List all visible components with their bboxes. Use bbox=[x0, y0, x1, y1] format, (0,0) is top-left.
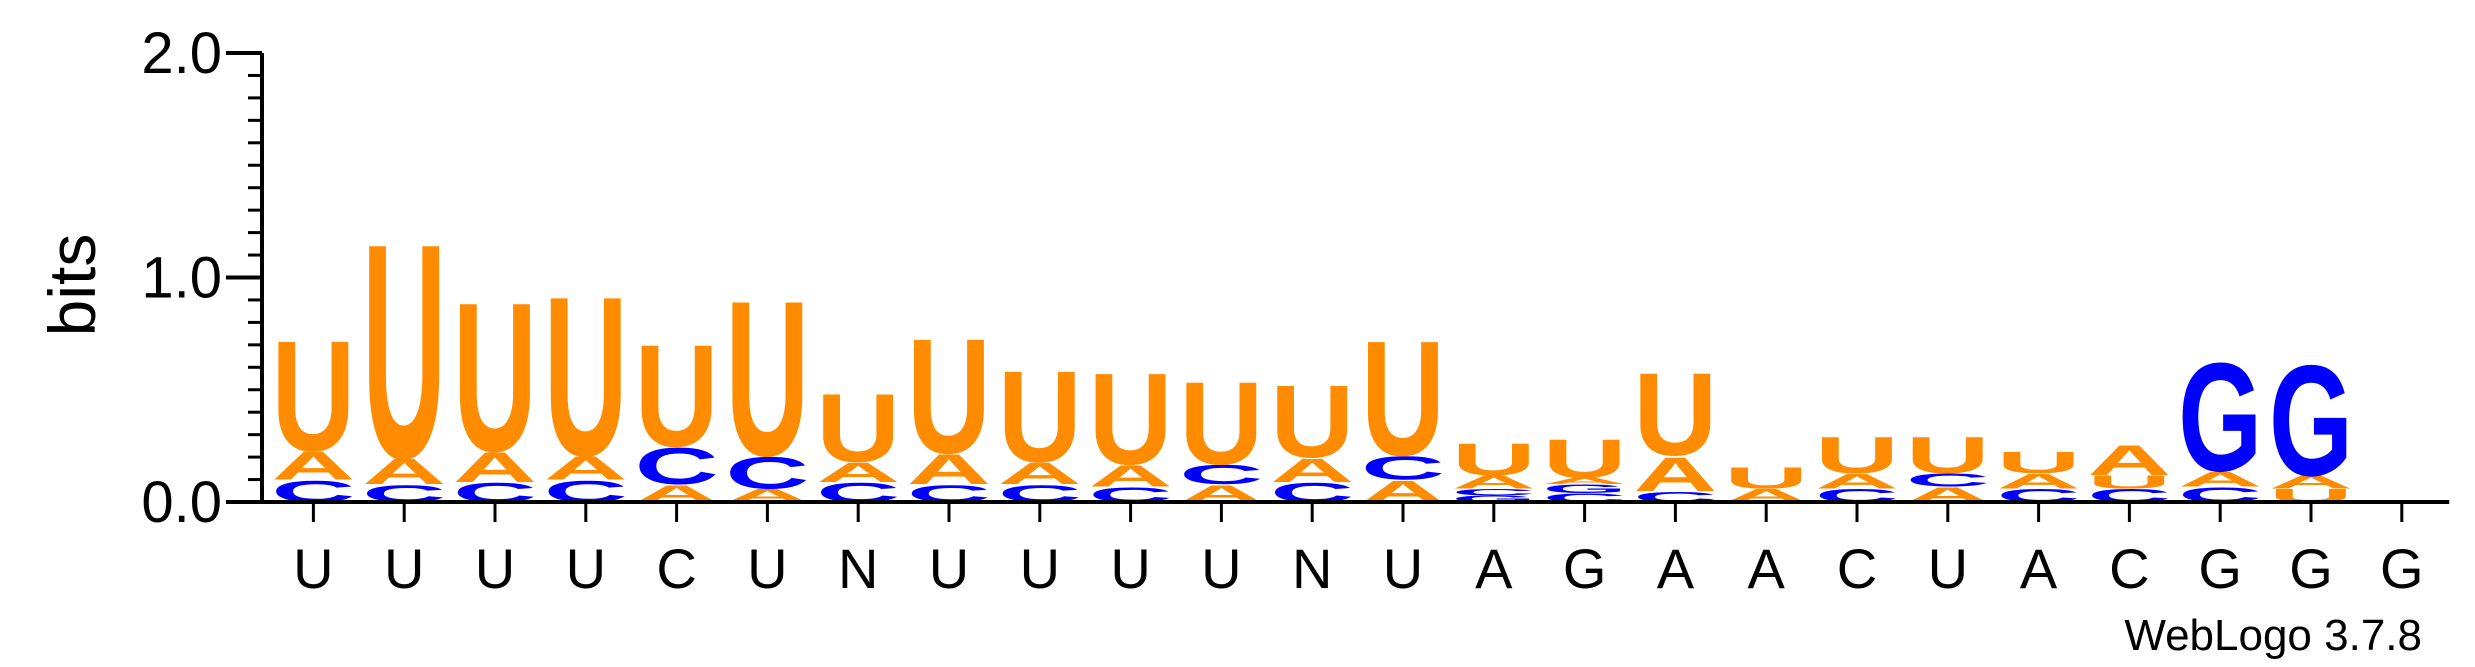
x-tick-label: N bbox=[1292, 537, 1332, 600]
logo-glyph-g: G bbox=[2269, 333, 2353, 509]
logo-glyph-u: U bbox=[1815, 427, 1899, 484]
x-tick-label: U bbox=[1201, 537, 1241, 600]
logo-glyph-u: U bbox=[544, 250, 628, 504]
logo-glyph-g: G bbox=[1452, 494, 1536, 504]
x-tick-label: U bbox=[929, 537, 969, 600]
x-tick-label: G bbox=[1563, 537, 1607, 600]
weblogo-credit: WebLogo 3.7.8 bbox=[2124, 611, 2422, 660]
logo-glyph-a: A bbox=[362, 452, 446, 493]
y-tick-layer: 0.0 1.0 2.0 bbox=[141, 21, 262, 535]
x-tick-label: A bbox=[2020, 537, 2058, 600]
logo-glyph-u: U bbox=[1361, 307, 1445, 490]
logo-glyph-u: U bbox=[816, 374, 900, 483]
logo-glyph-u: U bbox=[2087, 472, 2171, 492]
x-tick-label: U bbox=[566, 537, 606, 600]
logo-glyph-u: U bbox=[1089, 347, 1173, 493]
logo-glyph-u: U bbox=[1179, 357, 1263, 489]
x-tick-label: U bbox=[384, 537, 424, 600]
logo-glyph-u: U bbox=[1633, 348, 1717, 480]
logo-glyph-a: A bbox=[1452, 472, 1536, 492]
logo-glyph-c: C bbox=[1361, 450, 1445, 487]
logo-glyph-u: U bbox=[362, 181, 446, 523]
x-tick-label: U bbox=[293, 537, 333, 600]
logo-glyph-a: A bbox=[2269, 472, 2353, 492]
x-tick-label: G bbox=[2198, 537, 2242, 600]
logo-glyph-u: U bbox=[271, 309, 355, 484]
logo-glyph-u: U bbox=[635, 314, 719, 476]
logo-glyph-u: U bbox=[907, 305, 991, 488]
logo-glyph-u: U bbox=[453, 259, 537, 496]
logo-glyph-a: A bbox=[1270, 452, 1354, 489]
x-tick-label: N bbox=[838, 537, 878, 600]
logo-glyph-a: A bbox=[998, 457, 1082, 491]
y-axis-label: bits bbox=[35, 234, 109, 337]
y-tick-label: 0.0 bbox=[141, 470, 222, 535]
logo-glyph-c: C bbox=[1179, 459, 1263, 489]
logo-glyph-c: C bbox=[725, 447, 809, 498]
logo-glyph-u: U bbox=[725, 256, 809, 503]
x-tick-label: G bbox=[2289, 537, 2333, 600]
x-tick-label: C bbox=[656, 537, 696, 600]
logo-glyph-a: A bbox=[816, 457, 900, 487]
logo-glyph-a: A bbox=[453, 443, 537, 491]
logo-glyph-c: C bbox=[1906, 470, 1990, 490]
logo-glyph-a: A bbox=[1815, 469, 1899, 493]
x-tick-label: A bbox=[1748, 537, 1786, 600]
logo-glyph-a: A bbox=[1997, 469, 2081, 493]
logo-glyph-a: A bbox=[2178, 467, 2262, 491]
logo-glyph-a: A bbox=[1089, 459, 1173, 493]
logo-glyph-a: A bbox=[1543, 476, 1627, 486]
logo-glyph-u: U bbox=[998, 344, 1082, 490]
logo-glyph-c: C bbox=[1452, 487, 1536, 497]
x-tick-label: G bbox=[2380, 537, 2424, 600]
logo-glyph-u: U bbox=[1543, 429, 1627, 490]
x-tick-label: U bbox=[475, 537, 515, 600]
y-tick-label: 1.0 bbox=[141, 246, 222, 311]
logo-glyph-g: G bbox=[2178, 331, 2262, 504]
logo-glyph-a: A bbox=[271, 444, 355, 488]
logo-glyph-g: G bbox=[1543, 482, 1627, 496]
logo-glyph-u: U bbox=[1270, 364, 1354, 479]
logo-glyph-a: A bbox=[1633, 447, 1717, 501]
logo-glyph-u: U bbox=[1724, 461, 1808, 495]
logo-glyph-a: A bbox=[544, 450, 628, 487]
x-tick-label: C bbox=[2109, 537, 2149, 600]
logo-glyph-c: C bbox=[635, 438, 719, 495]
x-tick-label: U bbox=[747, 537, 787, 600]
logo-glyph-a: A bbox=[907, 446, 991, 494]
logo-glyph-a: A bbox=[2087, 437, 2171, 485]
x-tick-label: U bbox=[1383, 537, 1423, 600]
logo-glyph-u: U bbox=[1452, 434, 1536, 485]
x-tick-label: A bbox=[1657, 537, 1695, 600]
x-tick-label: U bbox=[1020, 537, 1060, 600]
y-tick-label: 2.0 bbox=[141, 21, 222, 86]
logo-glyph-u: U bbox=[1906, 427, 1990, 484]
x-tick-label: A bbox=[1475, 537, 1513, 600]
x-tick-label: C bbox=[1837, 537, 1877, 600]
logo-glyph-u: U bbox=[1997, 446, 2081, 480]
x-tick-label: U bbox=[1928, 537, 1968, 600]
x-tick-label: U bbox=[1110, 537, 1150, 600]
